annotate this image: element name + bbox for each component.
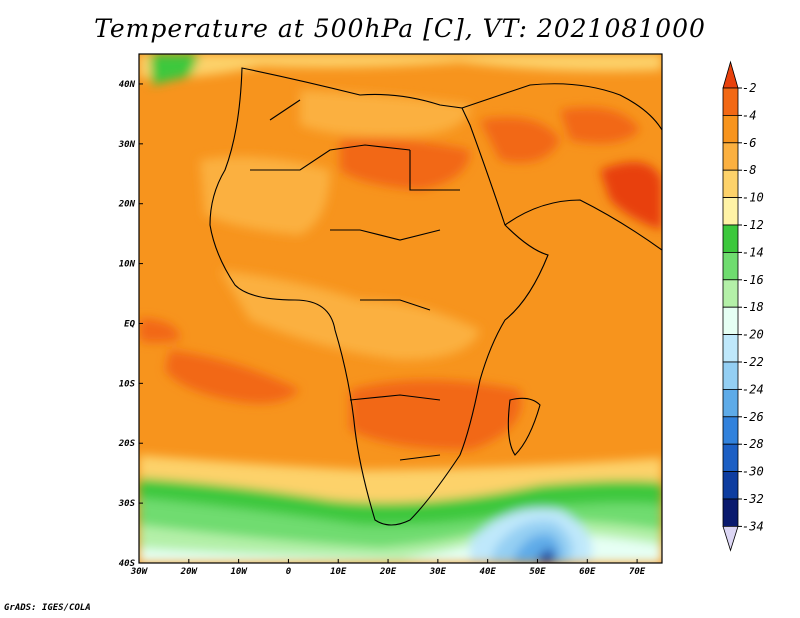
- lon-tick-label: 30E: [429, 567, 447, 577]
- lon-tick-label: 50E: [529, 567, 546, 577]
- colorbar-label: -34: [742, 519, 764, 533]
- longitude-ticks: 30W 20W 10W 0 10E 20E 30E 40E 50E 60E 70E: [130, 559, 646, 577]
- colorbar-swatch: [722, 224, 739, 253]
- colorbar-label: -2: [742, 81, 756, 95]
- colorbar-swatch: [722, 251, 739, 281]
- colorbar-swatch: [722, 361, 739, 390]
- lat-tick-label: 10S: [119, 379, 136, 389]
- colorbar-label: -24: [742, 382, 764, 396]
- lat-tick-label: 20S: [118, 439, 136, 449]
- colorbar-swatch: [722, 197, 739, 226]
- colorbar-label: -10: [742, 191, 764, 205]
- colorbar-swatch: [722, 471, 739, 500]
- colorbar-label: -4: [742, 108, 756, 122]
- lon-tick-label: 10E: [330, 567, 347, 577]
- colorbar-label: -28: [742, 437, 764, 451]
- colorbar-swatch: [722, 306, 739, 336]
- colorbar-label: -26: [742, 410, 764, 424]
- lon-tick-label: 0: [286, 567, 292, 577]
- colorbar-swatch: [722, 416, 739, 445]
- lat-tick-label: 40S: [119, 559, 136, 569]
- lon-tick-label: 40E: [480, 567, 497, 577]
- colorbar-label: -18: [742, 300, 764, 314]
- colorbar-swatch: [722, 443, 739, 473]
- colorbar: -2 -4 -6 -8 -10 -12 -14 -16 -18 -20 -22 -24 -26 -28 -3…: [722, 60, 764, 552]
- lon-tick-label: 20W: [180, 567, 199, 577]
- colorbar-swatch: [722, 388, 739, 418]
- lat-tick-label: 40N: [119, 80, 136, 90]
- colorbar-label: -12: [742, 218, 764, 232]
- lon-tick-label: 30W: [130, 567, 149, 577]
- chart-title: Temperature at 500hPa [C], VT: 202108100…: [94, 14, 706, 43]
- colorbar-label: -6: [742, 136, 756, 150]
- colorbar-label: -30: [742, 465, 764, 479]
- lon-tick-label: 70E: [629, 567, 646, 577]
- lon-tick-label: 20E: [379, 567, 397, 577]
- credit-text: GrADS: IGES/COLA: [4, 603, 91, 613]
- colorbar-label: -16: [742, 273, 764, 287]
- colorbar-swatch: [722, 334, 739, 363]
- colorbar-label: -20: [742, 328, 764, 342]
- lat-tick-label: 20N: [118, 200, 136, 210]
- colorbar-label: -22: [742, 355, 764, 369]
- colorbar-swatch: [722, 526, 739, 552]
- lat-tick-label: 30N: [118, 140, 136, 150]
- colorbar-swatch: [722, 142, 739, 171]
- colorbar-label: -8: [742, 163, 756, 177]
- lat-tick-label: EQ: [124, 319, 135, 329]
- lat-tick-label: 30S: [118, 499, 136, 509]
- colorbar-label: -14: [742, 245, 764, 259]
- lat-tick-label: 10N: [119, 260, 136, 270]
- colorbar-swatch: [722, 60, 739, 89]
- lon-tick-label: 10W: [230, 567, 248, 577]
- colorbar-swatch: [722, 115, 739, 144]
- colorbar-label: -32: [742, 492, 764, 506]
- lon-tick-label: 60E: [579, 567, 596, 577]
- latitude-ticks: 40N 30N 20N 10N EQ 10S 20S 30S 40S: [118, 80, 143, 569]
- coastlines: [209, 67, 662, 526]
- temperature-field: [139, 54, 662, 563]
- colorbar-swatch: [722, 498, 739, 527]
- colorbar-swatch: [722, 279, 739, 308]
- colorbar-swatch: [722, 169, 739, 198]
- colorbar-swatch: [722, 87, 739, 116]
- map-frame: [138, 53, 663, 564]
